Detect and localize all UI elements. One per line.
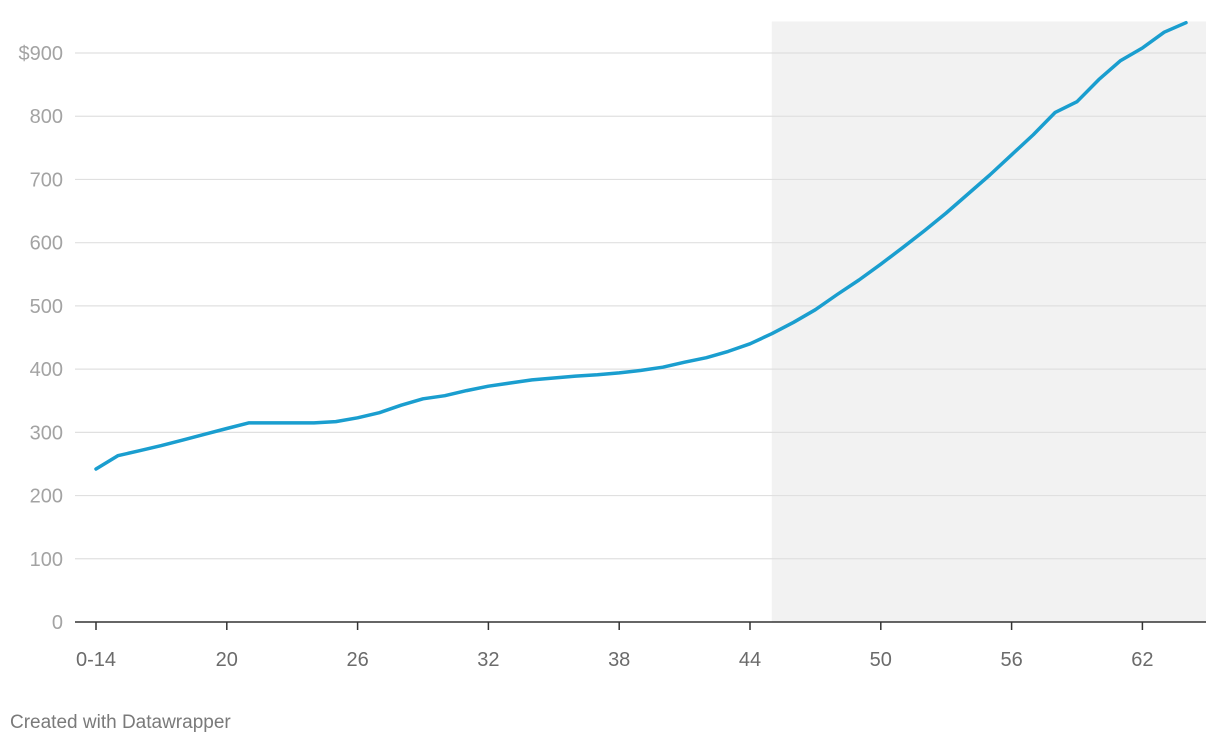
- series-lines: [94, 20, 1188, 471]
- y-tick-label: 200: [30, 486, 63, 508]
- x-axis-ticks: 0-14 20 26 32 38 44 50 56 62: [76, 622, 1154, 671]
- y-tick-label: 500: [30, 296, 63, 318]
- y-tick-label: 800: [30, 106, 63, 128]
- x-tick-label: 56: [1000, 649, 1022, 671]
- series-line: [94, 20, 1188, 471]
- x-tick-label: 50: [870, 649, 892, 671]
- y-tick-label: 400: [30, 359, 63, 381]
- x-tick-label: 62: [1131, 649, 1153, 671]
- gridlines: [75, 52, 1206, 560]
- y-tick-label: $900: [19, 43, 64, 65]
- y-tick-label: 100: [30, 549, 63, 571]
- x-tick-label: 26: [346, 649, 368, 671]
- y-tick-label: 600: [30, 233, 63, 255]
- y-tick-label: 0: [52, 612, 63, 634]
- y-axis-tick-labels: 0 100 200 300 400 500 600 700 800 $900: [19, 43, 64, 634]
- line-chart: 0 100 200 300 400 500 600 700 800 $900 0-14 20 26 32…: [19, 20, 1206, 671]
- y-tick-label: 700: [30, 169, 63, 191]
- x-tick-label: 32: [477, 649, 499, 671]
- y-tick-label: 300: [30, 422, 63, 444]
- x-tick-label: 0-14: [76, 649, 116, 671]
- x-tick-label: 38: [608, 649, 630, 671]
- shaded-projection-region: [771, 21, 1206, 623]
- x-tick-label: 20: [216, 649, 238, 671]
- datawrapper-credit: Created with Datawrapper: [10, 712, 231, 733]
- x-tick-label: 44: [739, 649, 761, 671]
